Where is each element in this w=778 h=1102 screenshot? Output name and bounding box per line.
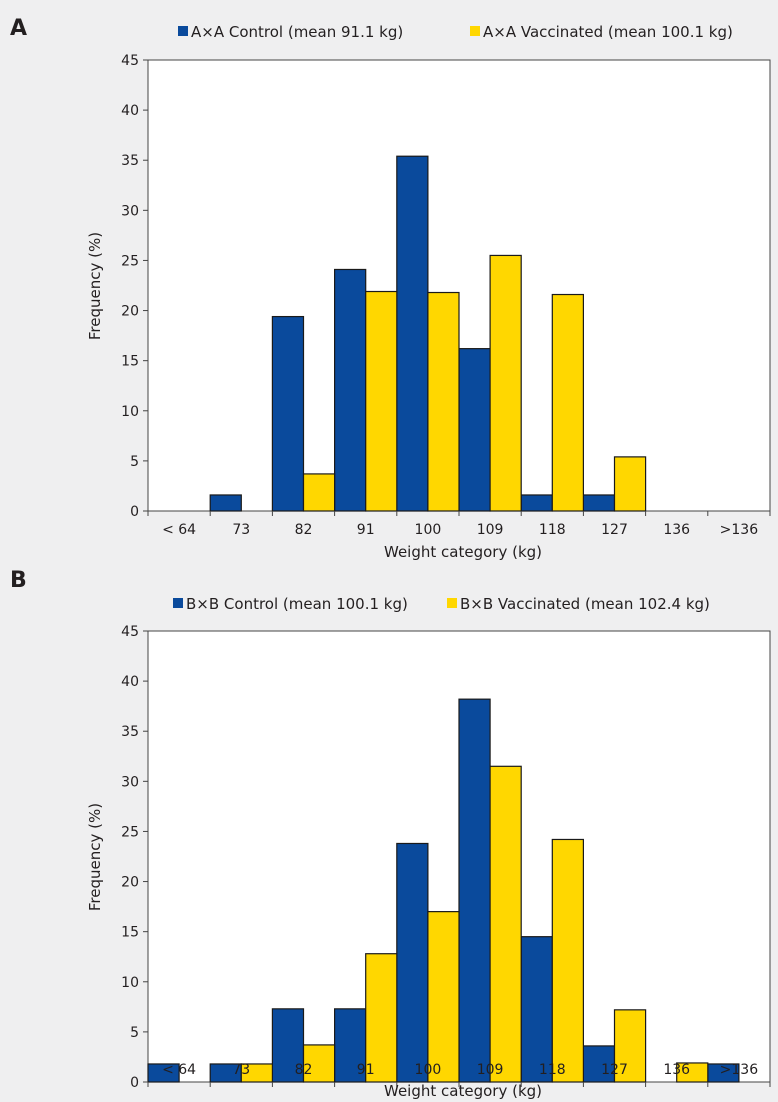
x-tick-label: 127 [601,1062,628,1078]
x-tick-label: 118 [539,522,566,538]
legend-entry: A×A Vaccinated (mean 100.1 kg) [483,23,733,41]
bar-control [520,936,553,1083]
bar-vaccinated [302,1044,336,1083]
y-tick-label: 40 [121,103,139,119]
y-tick-label: 25 [121,824,139,840]
legend-entry: B×B Vaccinated (mean 102.4 kg) [460,595,710,613]
bar-control [334,1008,367,1083]
legend-swatch [173,598,183,608]
y-tick-label: 15 [121,925,139,941]
y-tick-label: 45 [121,53,139,69]
legend-swatch [178,26,188,36]
y-axis-label: Frequency (%) [86,803,104,911]
bar-control [520,494,553,512]
legend-entry: A×A Control (mean 91.1 kg) [191,23,403,41]
bar-control [582,494,616,512]
bar-control [209,494,242,512]
bar-vaccinated [676,1062,709,1083]
bar-vaccinated [613,456,647,512]
x-tick-label: < 64 [162,522,196,538]
panel-label: A [10,16,27,41]
x-tick-label: 82 [295,1062,313,1078]
bar-control [334,268,367,512]
bar-vaccinated [613,1009,647,1083]
bar-control [271,1008,305,1083]
bar-control [582,1045,616,1083]
x-tick-label: 118 [539,1062,566,1078]
bar-vaccinated [240,1063,274,1083]
y-axis-label: Frequency (%) [86,232,104,340]
y-tick-label: 0 [130,504,139,520]
x-tick-label: 73 [232,522,250,538]
bar-vaccinated [489,765,522,1083]
bar-vaccinated [365,953,398,1083]
bar-vaccinated [365,290,398,512]
x-tick-label: 73 [232,1062,250,1078]
y-tick-label: 45 [121,624,139,640]
y-tick-label: 20 [121,875,139,891]
bar-control [458,348,491,512]
x-tick-label: 91 [357,522,375,538]
y-tick-label: 10 [121,975,139,991]
x-tick-label: >136 [720,522,759,538]
y-tick-label: 10 [121,404,139,420]
y-tick-label: 30 [121,774,139,790]
x-tick-label: 100 [415,1062,442,1078]
bar-vaccinated [427,911,460,1083]
bar-control [458,698,491,1083]
bar-vaccinated [302,473,336,512]
x-tick-label: 91 [357,1062,375,1078]
x-tick-label: < 64 [162,1062,196,1078]
bar-control [147,1063,180,1083]
x-tick-label: 100 [415,522,442,538]
x-axis-label: Weight category (kg) [384,1082,542,1100]
y-tick-label: 5 [130,454,139,470]
legend-swatch [447,598,457,608]
x-tick-label: >136 [720,1062,759,1078]
chart-panel-a: A A×A Control (mean 91.1 kg) A×A Vaccinate… [10,16,771,561]
y-tick-label: 35 [121,153,139,169]
bar-control [271,315,305,512]
y-tick-label: 35 [121,724,139,740]
bar-vaccinated [551,293,584,512]
y-tick-label: 20 [121,304,139,320]
x-tick-label: 82 [295,522,313,538]
x-tick-label: 109 [477,1062,504,1078]
y-tick-label: 0 [130,1075,139,1091]
chart-panel-b: B B×B Control (mean 100.1 kg) B×B Vaccinat… [10,568,771,1100]
x-tick-label: 127 [601,522,628,538]
x-axis-label: Weight category (kg) [384,543,542,561]
bar-control [396,842,429,1083]
y-tick-label: 40 [121,674,139,690]
y-tick-label: 5 [130,1025,139,1041]
panel-label: B [10,568,27,593]
bar-vaccinated [427,291,460,512]
y-tick-label: 25 [121,253,139,269]
bar-vaccinated [489,254,522,512]
x-tick-label: 136 [663,1062,690,1078]
x-tick-label: 136 [663,522,690,538]
bar-control [396,155,429,512]
legend-swatch [470,26,480,36]
x-tick-label: 109 [477,522,504,538]
legend-entry: B×B Control (mean 100.1 kg) [186,595,408,613]
y-tick-label: 30 [121,203,139,219]
y-tick-label: 15 [121,354,139,370]
bar-vaccinated [551,838,584,1083]
